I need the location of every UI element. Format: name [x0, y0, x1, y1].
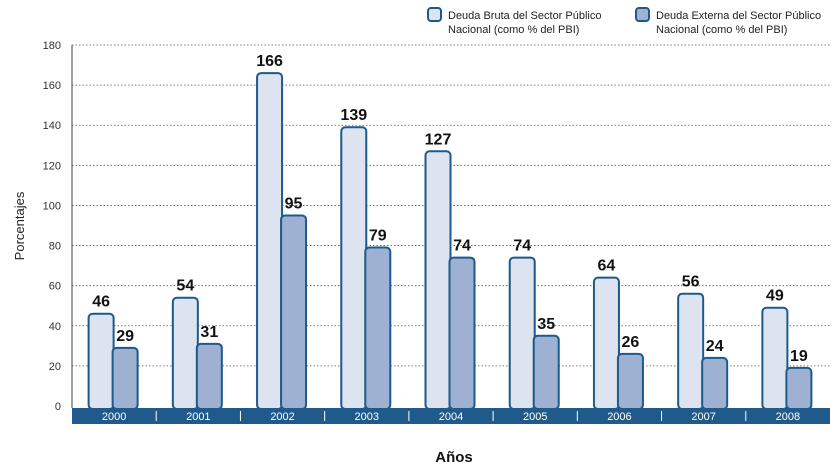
- data-label: 19: [790, 348, 808, 365]
- bar-deuda-externa: [364, 246, 392, 410]
- x-tick-label: 2000: [102, 411, 126, 423]
- bar-deuda-bruta: [171, 296, 199, 411]
- x-tick-label: 2002: [270, 411, 294, 423]
- legend-swatch: [427, 7, 442, 22]
- data-label: 54: [176, 278, 194, 295]
- y-tick-label: 160: [43, 80, 61, 92]
- x-tick-label: 2006: [607, 411, 631, 423]
- y-axis-label: Porcentajes: [12, 191, 27, 260]
- y-tick-label: 180: [43, 40, 61, 52]
- x-tick-label: 2004: [439, 411, 463, 423]
- data-label: 46: [92, 294, 110, 311]
- data-label: 166: [256, 53, 283, 70]
- legend: Deuda Bruta del Sector Público Nacional (…: [427, 7, 821, 36]
- data-label: 29: [116, 328, 134, 345]
- data-label: 31: [200, 324, 218, 341]
- bars: 46 29 54 31 166 95 139 79 127 74 74 35 64 26 56 24 49 19: [87, 53, 813, 411]
- x-tick-label: 2007: [691, 411, 715, 423]
- legend-label: Deuda Externa del Sector Público Nacional…: [656, 10, 821, 36]
- x-axis-label: Años: [435, 449, 473, 466]
- y-tick-label: 0: [55, 401, 61, 413]
- y-tick-label: 60: [49, 281, 61, 293]
- x-tick-label: 2008: [776, 411, 800, 423]
- category-band: 2000 2001 2002 2003 2004 2005 2006 2007 2008: [72, 408, 830, 424]
- data-label: 35: [537, 316, 555, 333]
- data-label: 74: [513, 238, 531, 255]
- y-axis-ticks: 0 20 40 60 80 100 120 140 160 180: [43, 40, 61, 413]
- y-tick-label: 100: [43, 200, 61, 212]
- bar-deuda-bruta: [592, 276, 620, 410]
- y-tick-label: 80: [49, 241, 61, 253]
- bar-deuda-externa: [785, 366, 813, 410]
- bar-deuda-externa: [195, 342, 223, 411]
- x-tick-label: 2005: [523, 411, 547, 423]
- y-tick-label: 20: [49, 361, 61, 373]
- data-label: 56: [682, 274, 700, 291]
- bar-deuda-externa: [111, 346, 139, 411]
- bar-deuda-bruta: [761, 306, 789, 411]
- data-label: 95: [285, 195, 303, 212]
- bar-deuda-externa: [701, 356, 729, 411]
- y-tick-label: 140: [43, 120, 61, 132]
- bar-deuda-bruta: [87, 312, 115, 410]
- data-label: 74: [453, 238, 471, 255]
- data-label: 79: [369, 228, 387, 245]
- category-band-background: [72, 408, 830, 424]
- bar-deuda-bruta: [508, 256, 536, 411]
- legend-label: Deuda Bruta del Sector Público Nacional (…: [448, 10, 601, 36]
- data-label: 127: [425, 131, 452, 148]
- data-label: 139: [340, 107, 367, 124]
- x-tick-label: 2003: [355, 411, 379, 423]
- y-tick-label: 120: [43, 160, 61, 172]
- bar-deuda-externa: [532, 334, 560, 410]
- data-label: 64: [598, 258, 616, 275]
- y-tick-label: 40: [49, 321, 61, 333]
- bar-deuda-bruta: [256, 72, 284, 410]
- x-tick-label: 2001: [186, 411, 210, 423]
- legend-swatch: [635, 7, 650, 22]
- bar-deuda-externa: [616, 352, 644, 411]
- bar-deuda-externa: [280, 214, 308, 410]
- data-label: 24: [706, 338, 724, 355]
- bar-deuda-externa: [448, 256, 476, 411]
- bar-deuda-bruta: [340, 126, 368, 410]
- bar-deuda-bruta: [677, 292, 705, 411]
- bar-deuda-bruta: [424, 150, 452, 411]
- data-label: 49: [766, 288, 784, 305]
- data-label: 26: [622, 334, 640, 351]
